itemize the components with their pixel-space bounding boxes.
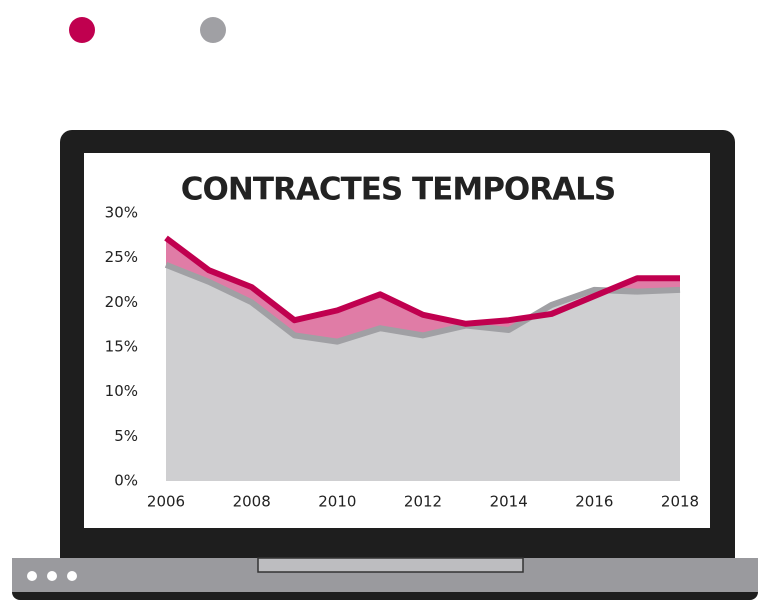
chart-title: CONTRACTES TEMPORALS (181, 172, 615, 208)
y-tick-label: 30% (105, 204, 138, 222)
line (164, 235, 680, 327)
legend-swatch (69, 17, 95, 43)
laptop-dot (67, 571, 77, 581)
x-tick-label: 2008 (233, 493, 271, 511)
laptop-dot (27, 571, 37, 581)
y-tick-label: 20% (105, 293, 138, 311)
x-tick-label: 2014 (490, 493, 528, 511)
line (164, 262, 681, 345)
x-tick-label: 2018 (661, 493, 699, 511)
y-tick-label: 0% (114, 472, 138, 490)
x-tick-label: 2012 (404, 493, 442, 511)
y-tick-label: 25% (105, 248, 138, 266)
x-tick-label: 2016 (575, 493, 613, 511)
y-tick-label: 15% (105, 338, 138, 356)
x-tick-label: 2006 (147, 493, 185, 511)
area (166, 264, 680, 481)
legend-swatch (200, 17, 226, 43)
y-tick-label: 10% (105, 382, 138, 400)
laptop-dot (47, 571, 57, 581)
y-tick-label: 5% (114, 427, 138, 445)
laptop-notch (257, 557, 524, 573)
x-tick-label: 2010 (318, 493, 356, 511)
